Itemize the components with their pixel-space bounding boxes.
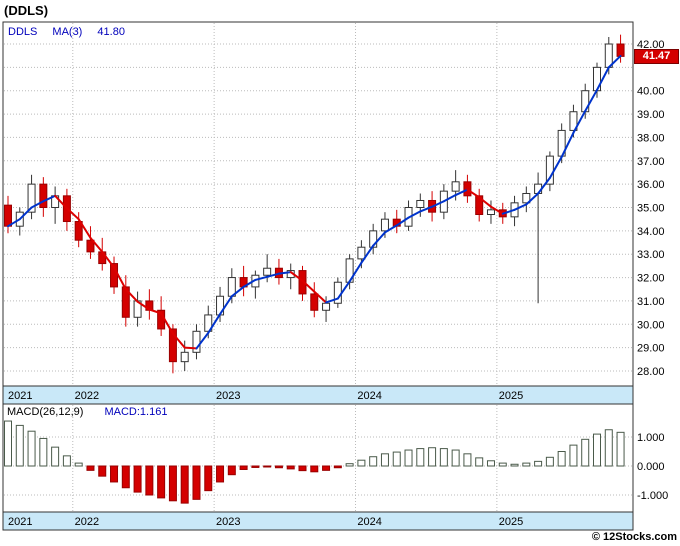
svg-text:40.00: 40.00 [637,86,665,98]
svg-text:2022: 2022 [75,390,99,402]
svg-text:39.00: 39.00 [637,109,665,121]
svg-text:-1.000: -1.000 [637,490,668,502]
svg-text:29.00: 29.00 [637,343,665,355]
last-price-badge: 41.47 [634,49,679,64]
svg-text:32.00: 32.00 [637,273,665,285]
legend-symbol: DDLS [8,26,38,38]
svg-text:1.000: 1.000 [637,432,665,444]
svg-text:0.000: 0.000 [637,461,665,473]
page-title: (DDLS) [4,3,49,18]
svg-text:2024: 2024 [357,390,381,402]
svg-text:2022: 2022 [75,516,99,528]
svg-text:2025: 2025 [499,516,523,528]
svg-text:36.00: 36.00 [637,179,665,191]
svg-text:30.00: 30.00 [637,319,665,331]
svg-text:2025: 2025 [499,390,523,402]
copyright-watermark: © 12Stocks.com [591,531,677,543]
svg-text:35.00: 35.00 [637,202,665,214]
svg-text:2023: 2023 [216,390,240,402]
svg-text:34.00: 34.00 [637,226,665,238]
svg-text:42.00: 42.00 [637,39,665,51]
svg-text:31.00: 31.00 [637,296,665,308]
svg-text:2023: 2023 [216,516,240,528]
svg-text:2024: 2024 [357,516,381,528]
svg-text:28.00: 28.00 [637,366,665,378]
legend-ma-label: MA(3) [52,26,83,38]
svg-text:2021: 2021 [8,516,32,528]
macd-params-label: MACD(26,12,9) [7,406,84,418]
legend-ma-value: 41.80 [97,26,125,38]
svg-text:37.00: 37.00 [637,156,665,168]
macd-panel-header: MACD(26,12,9) MACD:1.161 [7,406,167,418]
svg-text:38.00: 38.00 [637,132,665,144]
svg-text:2021: 2021 [8,390,32,402]
macd-value-label: MACD:1.161 [104,406,168,418]
svg-text:33.00: 33.00 [637,249,665,261]
main-chart-legend: DDLS MA(3) 41.80 [8,26,137,38]
